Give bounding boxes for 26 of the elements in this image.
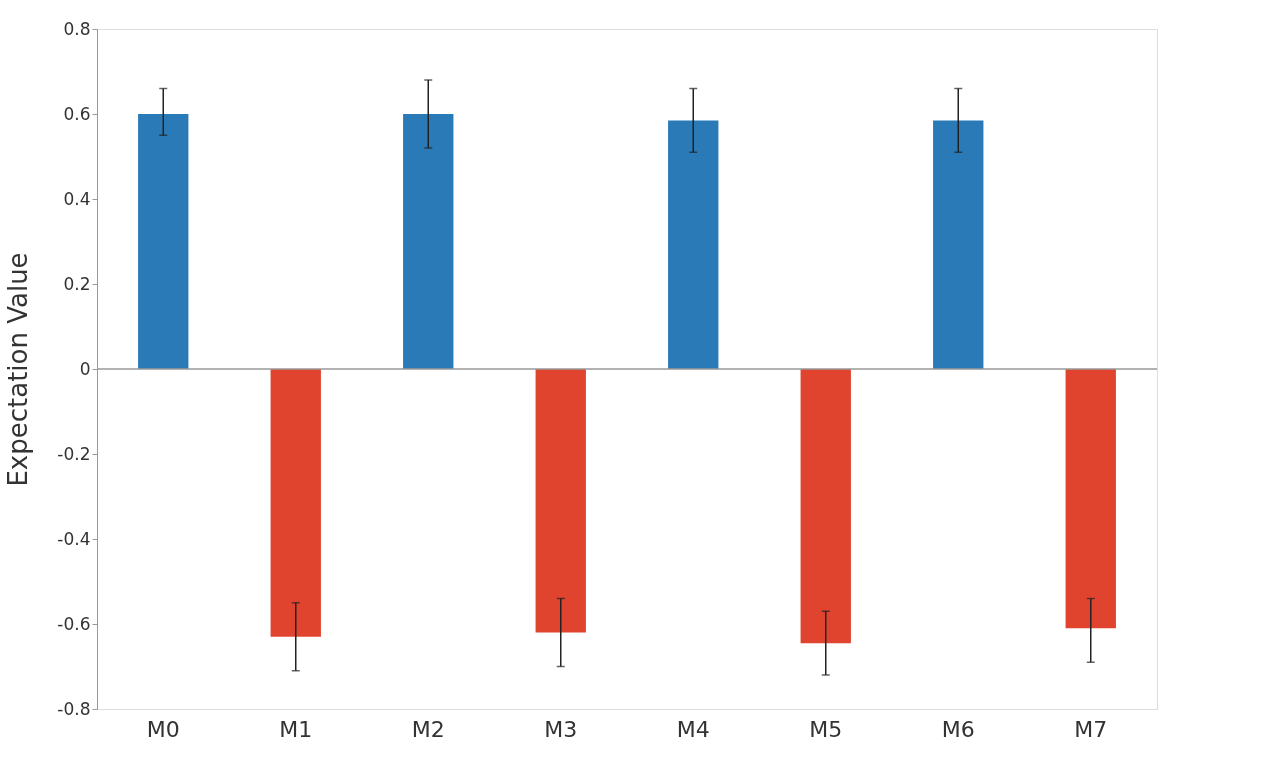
x-tick-label: M7 <box>1074 716 1108 742</box>
x-tick-label: M5 <box>809 716 843 742</box>
bar <box>800 369 851 644</box>
bar <box>138 114 189 369</box>
y-tick-label: -0.8 <box>57 698 91 719</box>
y-tick-label: 0.4 <box>63 188 91 209</box>
y-tick-label: 0.2 <box>63 273 91 294</box>
x-tick-label: M6 <box>941 716 975 742</box>
bar <box>933 120 984 369</box>
x-tick-label: M2 <box>411 716 445 742</box>
y-tick-label: -0.2 <box>57 443 91 464</box>
bar <box>1065 369 1116 629</box>
y-tick-label: -0.6 <box>57 613 91 634</box>
x-tick-label: M4 <box>676 716 710 742</box>
y-tick-label: 0.8 <box>63 18 91 39</box>
y-axis-title: Expectation Value <box>3 252 34 487</box>
bar <box>270 369 321 637</box>
x-tick-label: M3 <box>544 716 578 742</box>
bar <box>403 114 454 369</box>
bar <box>535 369 586 633</box>
y-tick-label: -0.4 <box>57 528 91 549</box>
y-tick-label: 0 <box>79 358 91 379</box>
y-tick-label: 0.6 <box>63 103 91 124</box>
bar <box>668 120 719 369</box>
x-tick-label: M0 <box>146 716 180 742</box>
x-tick-label: M1 <box>279 716 313 742</box>
